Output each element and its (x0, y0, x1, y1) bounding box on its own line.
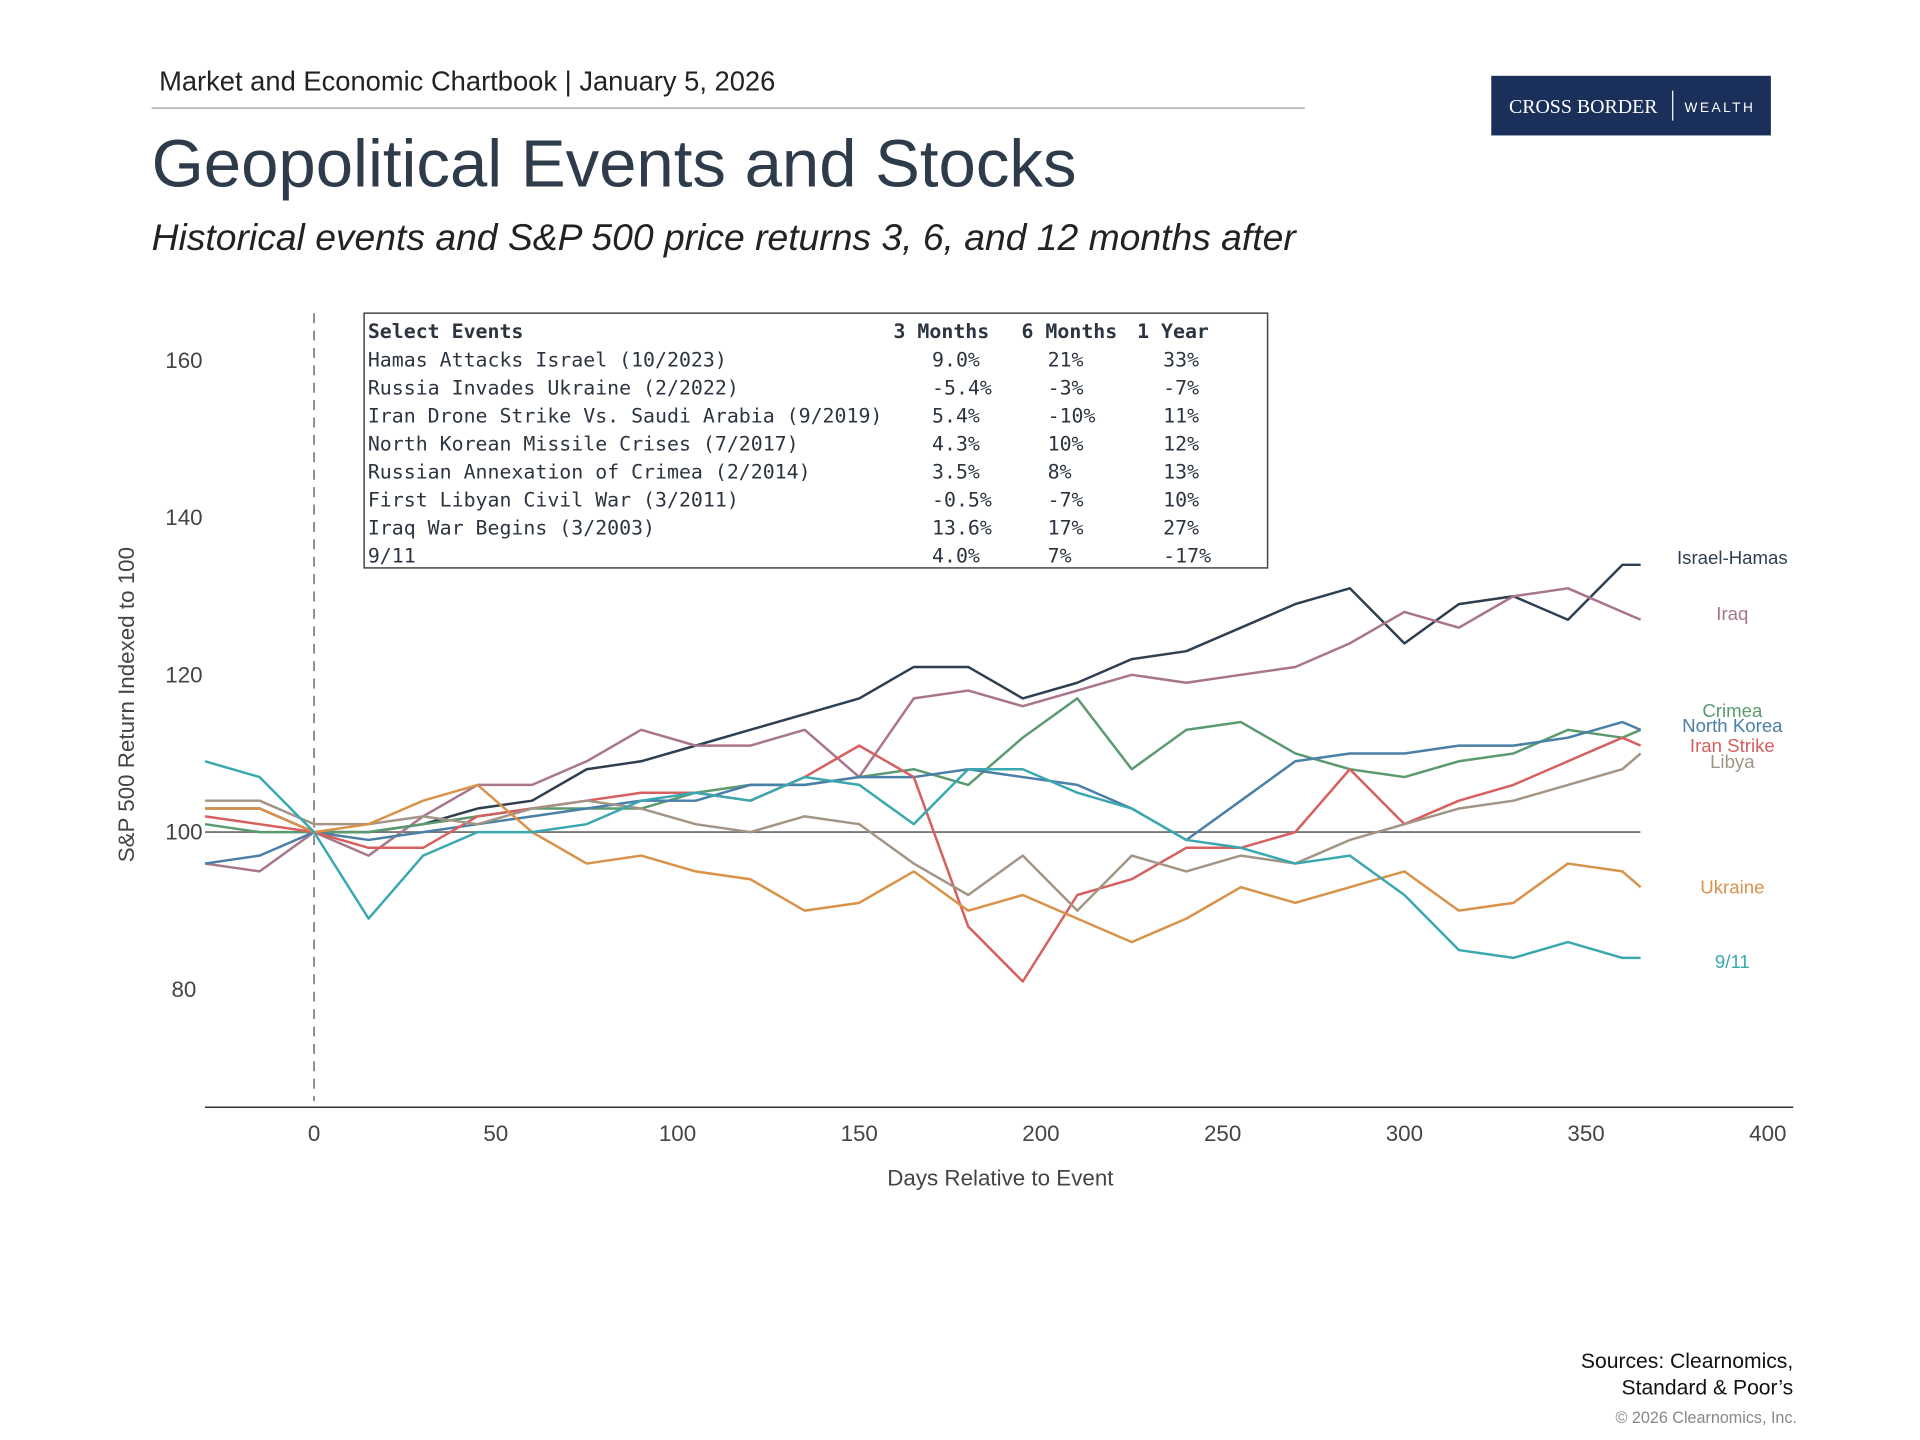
table-cell: North Korean Missile Crises (7/2017) (368, 432, 799, 455)
series-line (205, 752, 1642, 912)
series-line (205, 563, 1641, 834)
x-tick-label: 250 (1204, 1121, 1241, 1146)
logo-text: CROSS BORDER (1509, 96, 1658, 118)
table-cell: -5.4% (932, 377, 992, 400)
subtitle: Historical events and S&P 500 price retu… (152, 216, 1298, 258)
series-line (204, 587, 1642, 873)
table-cell: 3.5% (932, 460, 980, 483)
y-tick-label: 120 (165, 662, 202, 687)
y-tick-label: 160 (165, 348, 202, 373)
table-cell: 10% (1048, 432, 1084, 455)
series-label: Iran Strike (1690, 735, 1775, 756)
y-tick-label: 100 (165, 820, 202, 845)
x-tick-label: 0 (308, 1121, 320, 1146)
logo-text: WEALTH (1685, 100, 1756, 115)
series-line (204, 720, 1642, 865)
table-cell: -10% (1048, 405, 1096, 428)
logo-box (1491, 75, 1771, 136)
table-cell: -17% (1163, 544, 1211, 567)
table-cell: 9/11 (368, 544, 416, 567)
x-axis-label: Days Relative to Event (887, 1166, 1114, 1191)
series-label: Ukraine (1700, 877, 1764, 898)
table-cell: Russia Invades Ukraine (2/2022) (368, 377, 739, 400)
series-label: 9/11 (1715, 951, 1750, 972)
table-cell: Hamas Attacks Israel (10/2023) (368, 349, 727, 372)
copyright: © 2026 Clearnomics, Inc. (1616, 1409, 1797, 1427)
table-cell: Russian Annexation of Crimea (2/2014) (368, 460, 811, 483)
table-cell: 13% (1163, 460, 1199, 483)
x-tick-label: 350 (1567, 1121, 1604, 1146)
series-label: Libya (1710, 751, 1755, 772)
table-cell: 7% (1048, 544, 1072, 567)
table-cell: 21% (1048, 349, 1084, 372)
table-cell: 4.3% (932, 432, 980, 455)
series-line (205, 783, 1642, 944)
header: Market and Economic Chartbook | January … (159, 66, 775, 97)
table-header: 6 Months (1022, 320, 1118, 343)
table-cell: -3% (1048, 377, 1084, 400)
y-axis-label: S&P 500 Return Indexed to 100 (114, 547, 139, 862)
table-cell: First Libyan Civil War (3/2011) (368, 488, 739, 511)
y-tick-label: 80 (171, 977, 196, 1002)
title: Geopolitical Events and Stocks (152, 126, 1077, 201)
table-cell: 8% (1048, 460, 1072, 483)
table-cell: 5.4% (932, 405, 980, 428)
table-header: 3 Months (894, 320, 990, 343)
x-tick-label: 100 (659, 1121, 696, 1146)
table-cell: 4.0% (932, 544, 980, 567)
table-cell: 27% (1163, 516, 1199, 539)
series-line (204, 760, 1641, 960)
table-cell: Iran Drone Strike Vs. Saudi Arabia (9/20… (368, 405, 883, 428)
series-label: North Korea (1682, 715, 1783, 736)
x-tick-label: 400 (1749, 1121, 1786, 1146)
x-tick-label: 200 (1022, 1121, 1059, 1146)
table-cell: 9.0% (932, 349, 980, 372)
table-box (363, 312, 1269, 569)
series-line (204, 736, 1642, 983)
table-cell: 12% (1163, 432, 1199, 455)
table-cell: 11% (1163, 405, 1199, 428)
x-tick-label: 150 (841, 1121, 878, 1146)
source: Standard & Poor’s (1622, 1376, 1794, 1399)
table-cell: -7% (1048, 488, 1084, 511)
table-cell: 33% (1163, 349, 1199, 372)
table-cell: Iraq War Begins (3/2003) (368, 516, 655, 539)
series-label: Israel-Hamas (1677, 547, 1788, 568)
table-cell: 17% (1048, 516, 1084, 539)
table-cell: -0.5% (932, 488, 992, 511)
source: Sources: Clearnomics, (1581, 1350, 1793, 1373)
series-line (204, 697, 1642, 834)
x-tick-label: 50 (483, 1121, 508, 1146)
table-header: 1 Year (1137, 320, 1209, 343)
table-cell: 13.6% (932, 516, 992, 539)
y-tick-label: 140 (165, 505, 202, 530)
x-tick-label: 300 (1386, 1121, 1423, 1146)
series-label: Crimea (1702, 700, 1763, 721)
table-header: Select Events (368, 320, 524, 343)
series-label: Iraq (1716, 603, 1748, 624)
table-cell: 10% (1163, 488, 1199, 511)
table-cell: -7% (1163, 377, 1199, 400)
